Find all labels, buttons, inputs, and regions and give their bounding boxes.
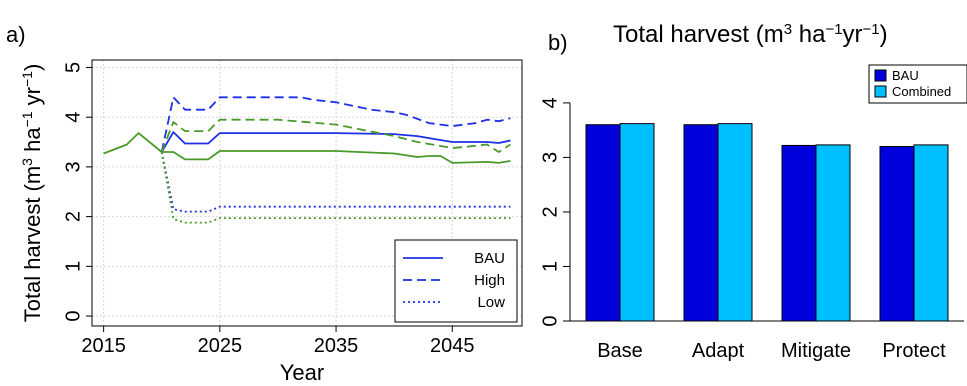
- title-sup: −1: [825, 21, 842, 38]
- legend-swatch: [874, 85, 887, 98]
- panel-a-x-axis-label: Year: [280, 360, 324, 385]
- bar-bau-adapt: [683, 124, 719, 322]
- panel-b-title: Total harvest (m3 ha−1yr−1): [613, 21, 888, 49]
- ylabel-sup: −1: [19, 71, 35, 87]
- y-tick-label: 1: [539, 261, 561, 272]
- panel-b-y-axis: 0 1 2 3 4: [539, 97, 571, 327]
- panel-a-plot-frame: [91, 59, 523, 327]
- y-tick-label: 0: [539, 315, 561, 326]
- x-category-label: Mitigate: [781, 340, 851, 362]
- title-part: Total harvest (m: [613, 21, 784, 48]
- x-tick-label: 2035: [314, 335, 359, 357]
- title-sup: −1: [863, 21, 880, 38]
- series-line-blue-solid: [160, 131, 511, 153]
- panel-a-x-axis: 2015 2025 2035 2045: [81, 326, 475, 357]
- panel-a-y-axis-label: Total harvest (m3 ha−1 yr−1): [19, 64, 45, 323]
- series-line-green-dotted: [160, 151, 511, 224]
- y-tick-label: 5: [62, 62, 84, 73]
- x-tick-label: 2045: [430, 335, 475, 357]
- legend-label: Combined: [892, 84, 951, 99]
- legend-label: BAU: [892, 68, 919, 83]
- panel-a-y-axis: 0 1 2 3 4 5: [62, 62, 92, 322]
- ylabel-part: Total harvest (m: [20, 166, 45, 323]
- panel-b-x-axis: Base Adapt Mitigate Protect: [597, 340, 946, 362]
- title-sup: 3: [784, 21, 792, 38]
- ylabel-sup: 3: [19, 158, 35, 166]
- bar-combined-adapt: [717, 123, 753, 322]
- ylabel-part: ): [20, 64, 45, 71]
- series-line-green-solid: [103, 132, 163, 155]
- x-category-label: Base: [597, 340, 643, 362]
- legend-label: Low: [477, 294, 505, 311]
- series-line-blue-dashed: [160, 96, 511, 153]
- y-tick-label: 3: [62, 161, 84, 172]
- ylabel-part: yr: [20, 87, 45, 111]
- bar-combined-base: [619, 123, 655, 322]
- y-tick-label: 0: [62, 310, 84, 321]
- panel-a-label: a): [6, 22, 26, 47]
- panel-a-series: [103, 96, 511, 224]
- y-tick-label: 2: [539, 206, 561, 217]
- bar-combined-protect: [913, 144, 949, 322]
- title-part: yr: [843, 21, 863, 48]
- y-tick-label: 3: [539, 152, 561, 163]
- title-part: ha: [792, 21, 826, 48]
- panel-b-label: b): [548, 30, 568, 55]
- legend-swatch: [874, 69, 887, 82]
- legend-label: BAU: [474, 250, 505, 267]
- series-line-green-solid: [161, 150, 511, 164]
- title-part: ): [880, 21, 888, 48]
- bar-bau-mitigate: [781, 144, 817, 322]
- x-category-label: Adapt: [692, 340, 745, 362]
- x-tick-label: 2025: [198, 335, 243, 357]
- panel-a-legend: BAU High Low: [394, 239, 518, 323]
- panel-a-line-chart: a) 0 1 2 3 4 5 2015 2025 2035 2045 Year Total ha…: [6, 22, 523, 385]
- bar-bau-base: [585, 124, 621, 322]
- y-tick-label: 1: [62, 261, 84, 272]
- x-category-label: Protect: [882, 340, 946, 362]
- y-tick-label: 4: [539, 97, 561, 108]
- bar-combined-mitigate: [815, 144, 851, 322]
- series-line-blue-dotted: [160, 151, 511, 213]
- ylabel-part: ha: [20, 127, 45, 158]
- ylabel-sup: −1: [19, 111, 35, 127]
- panel-b-bars: [585, 123, 949, 322]
- legend-label: High: [474, 272, 505, 289]
- y-tick-label: 4: [62, 112, 84, 123]
- legend-box: [394, 239, 518, 323]
- y-tick-label: 2: [62, 211, 84, 222]
- x-tick-label: 2015: [81, 335, 126, 357]
- bar-bau-protect: [879, 146, 915, 322]
